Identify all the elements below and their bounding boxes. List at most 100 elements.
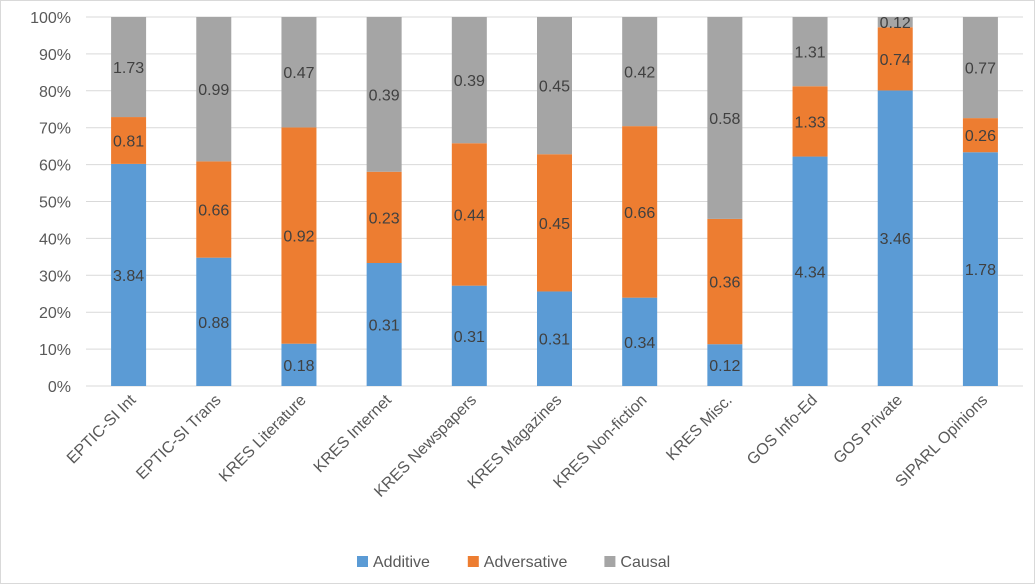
bar-causal xyxy=(366,17,402,172)
bar-adversative xyxy=(196,161,232,258)
bar-additive xyxy=(451,285,487,386)
data-label: 0.23 xyxy=(369,210,400,227)
x-tick-label: KRES Non-fiction xyxy=(550,392,650,492)
data-label: 1.31 xyxy=(794,45,825,62)
data-label: 0.92 xyxy=(283,229,314,246)
bar-adversative xyxy=(281,127,317,344)
data-label: 0.36 xyxy=(709,275,740,292)
data-label: 0.42 xyxy=(624,65,655,82)
bar-causal xyxy=(792,17,828,87)
bar-causal xyxy=(707,17,743,219)
data-label: 0.77 xyxy=(965,61,996,78)
data-label: 0.12 xyxy=(880,15,911,32)
y-tick-label: 90% xyxy=(39,47,71,64)
bar-causal xyxy=(451,17,487,144)
legend-label: Additive xyxy=(373,554,430,571)
data-label: 0.66 xyxy=(198,203,229,220)
bar-adversative xyxy=(111,117,147,164)
data-labels: 3.84 0.81 1.73 0.88 0.66 0.99 0.18 0.92 0.47 0.31… xyxy=(113,15,996,375)
bar-adversative xyxy=(622,126,658,298)
data-label: 0.26 xyxy=(965,128,996,145)
bar-additive xyxy=(537,291,572,386)
x-tick-label: GOS Info-Ed xyxy=(744,392,821,469)
bar-adversative xyxy=(707,218,743,345)
data-label: 1.78 xyxy=(965,262,996,279)
data-label: 0.31 xyxy=(539,332,570,349)
legend: Additive Adversative Causal xyxy=(357,554,670,571)
bar-additive xyxy=(962,152,998,386)
bar-causal xyxy=(537,17,572,155)
x-tick-label: SIPARL Opinions xyxy=(892,392,991,491)
data-label: 0.39 xyxy=(454,73,485,90)
bar-additive xyxy=(877,90,913,386)
data-label: 0.88 xyxy=(198,315,229,332)
bar-additive xyxy=(196,257,232,386)
y-tick-label: 30% xyxy=(39,268,71,285)
y-tick-label: 60% xyxy=(39,158,71,175)
legend-label: Adversative xyxy=(484,554,568,571)
data-label: 0.45 xyxy=(539,216,570,233)
bar-additive xyxy=(622,297,658,386)
data-label: 0.74 xyxy=(880,52,911,69)
bar-adversative xyxy=(877,27,913,91)
data-label: 3.84 xyxy=(113,268,144,285)
y-tick-label: 100% xyxy=(30,10,71,27)
y-tick-label: 70% xyxy=(39,121,71,138)
bar-causal xyxy=(196,17,232,162)
y-tick-label: 80% xyxy=(39,84,71,101)
y-tick-label: 40% xyxy=(39,231,71,248)
bar-causal xyxy=(111,17,147,118)
bar-causal xyxy=(877,17,913,28)
data-label: 0.99 xyxy=(198,82,229,99)
bar-adversative xyxy=(366,171,402,263)
bar-additive xyxy=(792,156,828,386)
data-label: 0.45 xyxy=(539,79,570,96)
y-axis-ticks: 0% 10% 20% 30% 40% 50% 60% 70% 80% 90% 100% xyxy=(30,10,71,396)
data-label: 0.39 xyxy=(369,87,400,104)
bar-additive xyxy=(707,344,743,386)
data-label: 0.44 xyxy=(454,207,485,224)
legend-label: Causal xyxy=(620,554,670,571)
bar-causal xyxy=(962,17,998,119)
x-tick-label: KRES Literature xyxy=(216,392,310,486)
data-label: 0.18 xyxy=(283,358,314,375)
legend-swatch xyxy=(357,556,368,567)
data-label: 0.34 xyxy=(624,335,655,352)
x-tick-label: GOS Private xyxy=(831,392,907,468)
bars xyxy=(111,17,998,386)
bar-adversative xyxy=(537,154,572,292)
bar-causal xyxy=(622,17,658,127)
bar-adversative xyxy=(962,118,998,153)
data-label: 0.47 xyxy=(283,65,314,82)
bar-adversative xyxy=(451,143,487,286)
y-tick-label: 0% xyxy=(48,379,71,396)
data-label: 3.46 xyxy=(880,231,911,248)
x-tick-label: EPTIC-SI Int xyxy=(64,391,140,467)
y-tick-label: 50% xyxy=(39,195,71,212)
bar-additive xyxy=(281,343,317,386)
data-label: 0.58 xyxy=(709,111,740,128)
bar-additive xyxy=(366,263,402,386)
y-tick-label: 20% xyxy=(39,305,71,322)
data-label: 4.34 xyxy=(794,264,825,281)
data-label: 0.31 xyxy=(369,318,400,335)
x-tick-label: KRES Magazines xyxy=(465,392,566,493)
bar-additive xyxy=(111,163,147,386)
data-label: 0.81 xyxy=(113,133,144,150)
data-label: 1.33 xyxy=(794,114,825,131)
data-label: 0.12 xyxy=(709,358,740,375)
legend-swatch xyxy=(467,556,479,567)
legend-swatch xyxy=(604,556,616,567)
x-tick-label: KRES Internet xyxy=(311,391,396,476)
data-label: 0.31 xyxy=(454,329,485,346)
x-tick-label: KRES Misc. xyxy=(663,392,735,464)
bar-adversative xyxy=(792,86,828,157)
y-tick-label: 10% xyxy=(39,342,71,359)
x-tick-label: EPTIC-SI Trans xyxy=(133,392,224,483)
data-label: 1.73 xyxy=(113,60,144,77)
data-label: 0.66 xyxy=(624,205,655,222)
bar-causal xyxy=(281,17,317,128)
